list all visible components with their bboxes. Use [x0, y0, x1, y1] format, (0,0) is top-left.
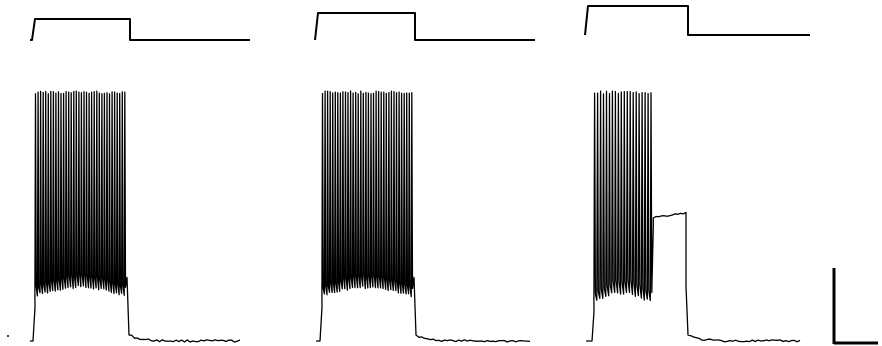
- voltage-trace-1: [30, 90, 241, 343]
- voltage-trace-3: [586, 90, 801, 343]
- stimulus-step-1: [30, 18, 250, 41]
- stimulus-step-2: [314, 12, 535, 41]
- scale-bar: [832, 268, 878, 345]
- stimulus-step-3: [584, 5, 810, 36]
- voltage-traces: [30, 90, 801, 343]
- baseline-dot: [7, 335, 9, 337]
- stimulus-traces: [30, 5, 810, 41]
- voltage-trace-2: [316, 90, 531, 343]
